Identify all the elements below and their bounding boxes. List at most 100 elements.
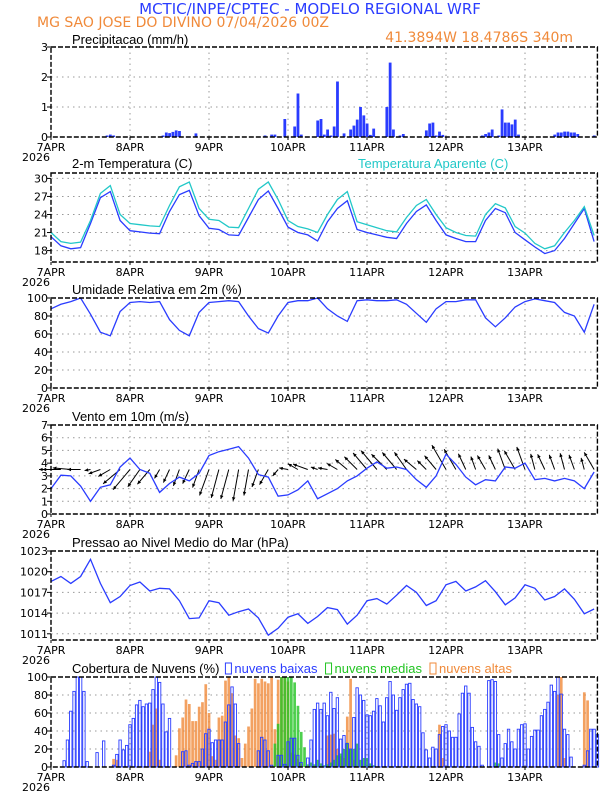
high-cloud-bar [224, 680, 227, 767]
x-tick-label: 10APR [270, 141, 306, 154]
wind-arrow [172, 469, 180, 487]
high-cloud-bar [158, 759, 162, 767]
panel-1: 18 21 24 27 30 7APR 8APR 9APR 10APR 11APR 12APR 13A… [22, 156, 599, 289]
low-cloud-bar [95, 752, 99, 768]
low-cloud-bar [141, 706, 145, 768]
medium-cloud-bar [362, 758, 366, 767]
medium-cloud-bar [339, 753, 343, 767]
precip-bar [563, 131, 566, 137]
wind-arrow-head [39, 467, 43, 472]
precip-bar [576, 134, 580, 137]
temperature-line [50, 189, 595, 255]
y-tick-label: 100 [27, 292, 48, 305]
wind-arrow-head [353, 452, 357, 457]
wind-arrow-shaft [220, 469, 230, 500]
x-tick-label: 13APR [507, 644, 543, 657]
wind-arrow-head [584, 452, 588, 457]
panel-title: Pressao ao Nivel Medio do Mar (hPa) [72, 535, 289, 550]
wind-arrow-head [242, 491, 247, 496]
wind-arrow-head [548, 454, 553, 459]
precip-bar [164, 132, 168, 137]
precip-bar [398, 135, 402, 137]
low-cloud-bar [204, 733, 208, 768]
panel-frame [50, 676, 599, 768]
legend-swatch-icon [224, 662, 232, 675]
wind-arrow-head [163, 478, 167, 483]
wind-arrow-head [199, 491, 203, 496]
precip-bar [283, 119, 287, 137]
low-cloud-bar [352, 717, 356, 768]
high-cloud-bar [329, 734, 333, 767]
high-cloud-bar [230, 693, 234, 767]
y-tick-label: 40 [34, 725, 48, 738]
wind-arrow-shaft [199, 469, 210, 496]
low-cloud-bar [473, 741, 478, 768]
x-tick-label: 7APR [37, 141, 66, 154]
y-tick-label: 27 [34, 190, 48, 203]
low-cloud-bar [503, 743, 507, 768]
wind-arrow [287, 463, 299, 470]
wind-arrow [242, 469, 249, 496]
high-cloud-bar [214, 759, 217, 767]
x-tick-label: 10APR [270, 644, 306, 657]
x-tick-label: 9APR [195, 392, 224, 405]
medium-cloud-bar [296, 705, 300, 767]
wind-arrow-head [488, 455, 492, 460]
wind-arrow [279, 466, 289, 471]
low-cloud-bar [65, 739, 70, 768]
precip-bar [326, 129, 329, 137]
wind-arrow-head [559, 453, 563, 458]
x-tick-label: 11APR [349, 392, 385, 405]
medium-cloud-bar [332, 759, 336, 767]
x-tick-label: 13APR [507, 392, 543, 405]
precip-bar [569, 132, 573, 137]
wind-arrow-head [568, 454, 572, 459]
wind-arrow-shaft [516, 446, 526, 470]
medium-cloud-bar [372, 765, 375, 767]
precip-bar [487, 132, 491, 137]
low-cloud-bar [431, 746, 435, 768]
wind-arrow-head [403, 459, 408, 463]
high-cloud-bar [260, 678, 264, 767]
wind-arrow-head [84, 468, 89, 472]
low-cloud-bar [516, 728, 521, 768]
low-cloud-bar [210, 742, 214, 768]
y-tick-label: 2 [41, 71, 48, 84]
wind-arrow-head [251, 482, 255, 487]
humidity-line [50, 297, 595, 337]
wind-arrow-head [42, 467, 47, 472]
low-cloud-bar [447, 730, 451, 768]
precip-bar [559, 132, 563, 137]
medium-cloud-bar [283, 677, 287, 767]
precip-bar [332, 126, 336, 137]
high-cloud-bar [194, 721, 198, 767]
medium-cloud-bar [329, 762, 333, 767]
y-tick-label: 80 [34, 689, 48, 702]
x-tick-label: 10APR [270, 266, 306, 279]
precip-bar [424, 130, 428, 137]
x-tick-label: 7APR [37, 392, 66, 405]
high-cloud-bar [582, 692, 586, 767]
high-cloud-bar [234, 735, 237, 767]
precip-bar [484, 134, 487, 137]
medium-cloud-bar [309, 762, 313, 767]
y-tick-label: 0 [41, 761, 48, 774]
wind-arrow [326, 463, 338, 470]
panel-4: 1011 1014 1017 1020 1023 7APR 8APR 9APR 10APR 11A… [20, 535, 599, 667]
high-cloud-bar [270, 677, 273, 767]
low-cloud-bar [260, 736, 264, 768]
wind-arrow-head [458, 453, 462, 458]
precip-bar [352, 125, 356, 137]
wind-arrow [457, 453, 467, 470]
medium-cloud-bar [494, 762, 497, 767]
panel-2: 0 20 40 60 80 100 7APR 8APR 9APR 10APR 11APR 12APR 1… [22, 282, 599, 415]
wind-arrow [403, 458, 417, 470]
high-cloud-bar [332, 733, 336, 767]
precip-bar [438, 131, 441, 137]
legend-label: nuvens baixas [234, 661, 318, 676]
wind-arrow-head [477, 455, 481, 460]
precip-bar [349, 129, 353, 137]
wind-arrow [199, 469, 210, 496]
low-cloud-bar [427, 757, 432, 768]
